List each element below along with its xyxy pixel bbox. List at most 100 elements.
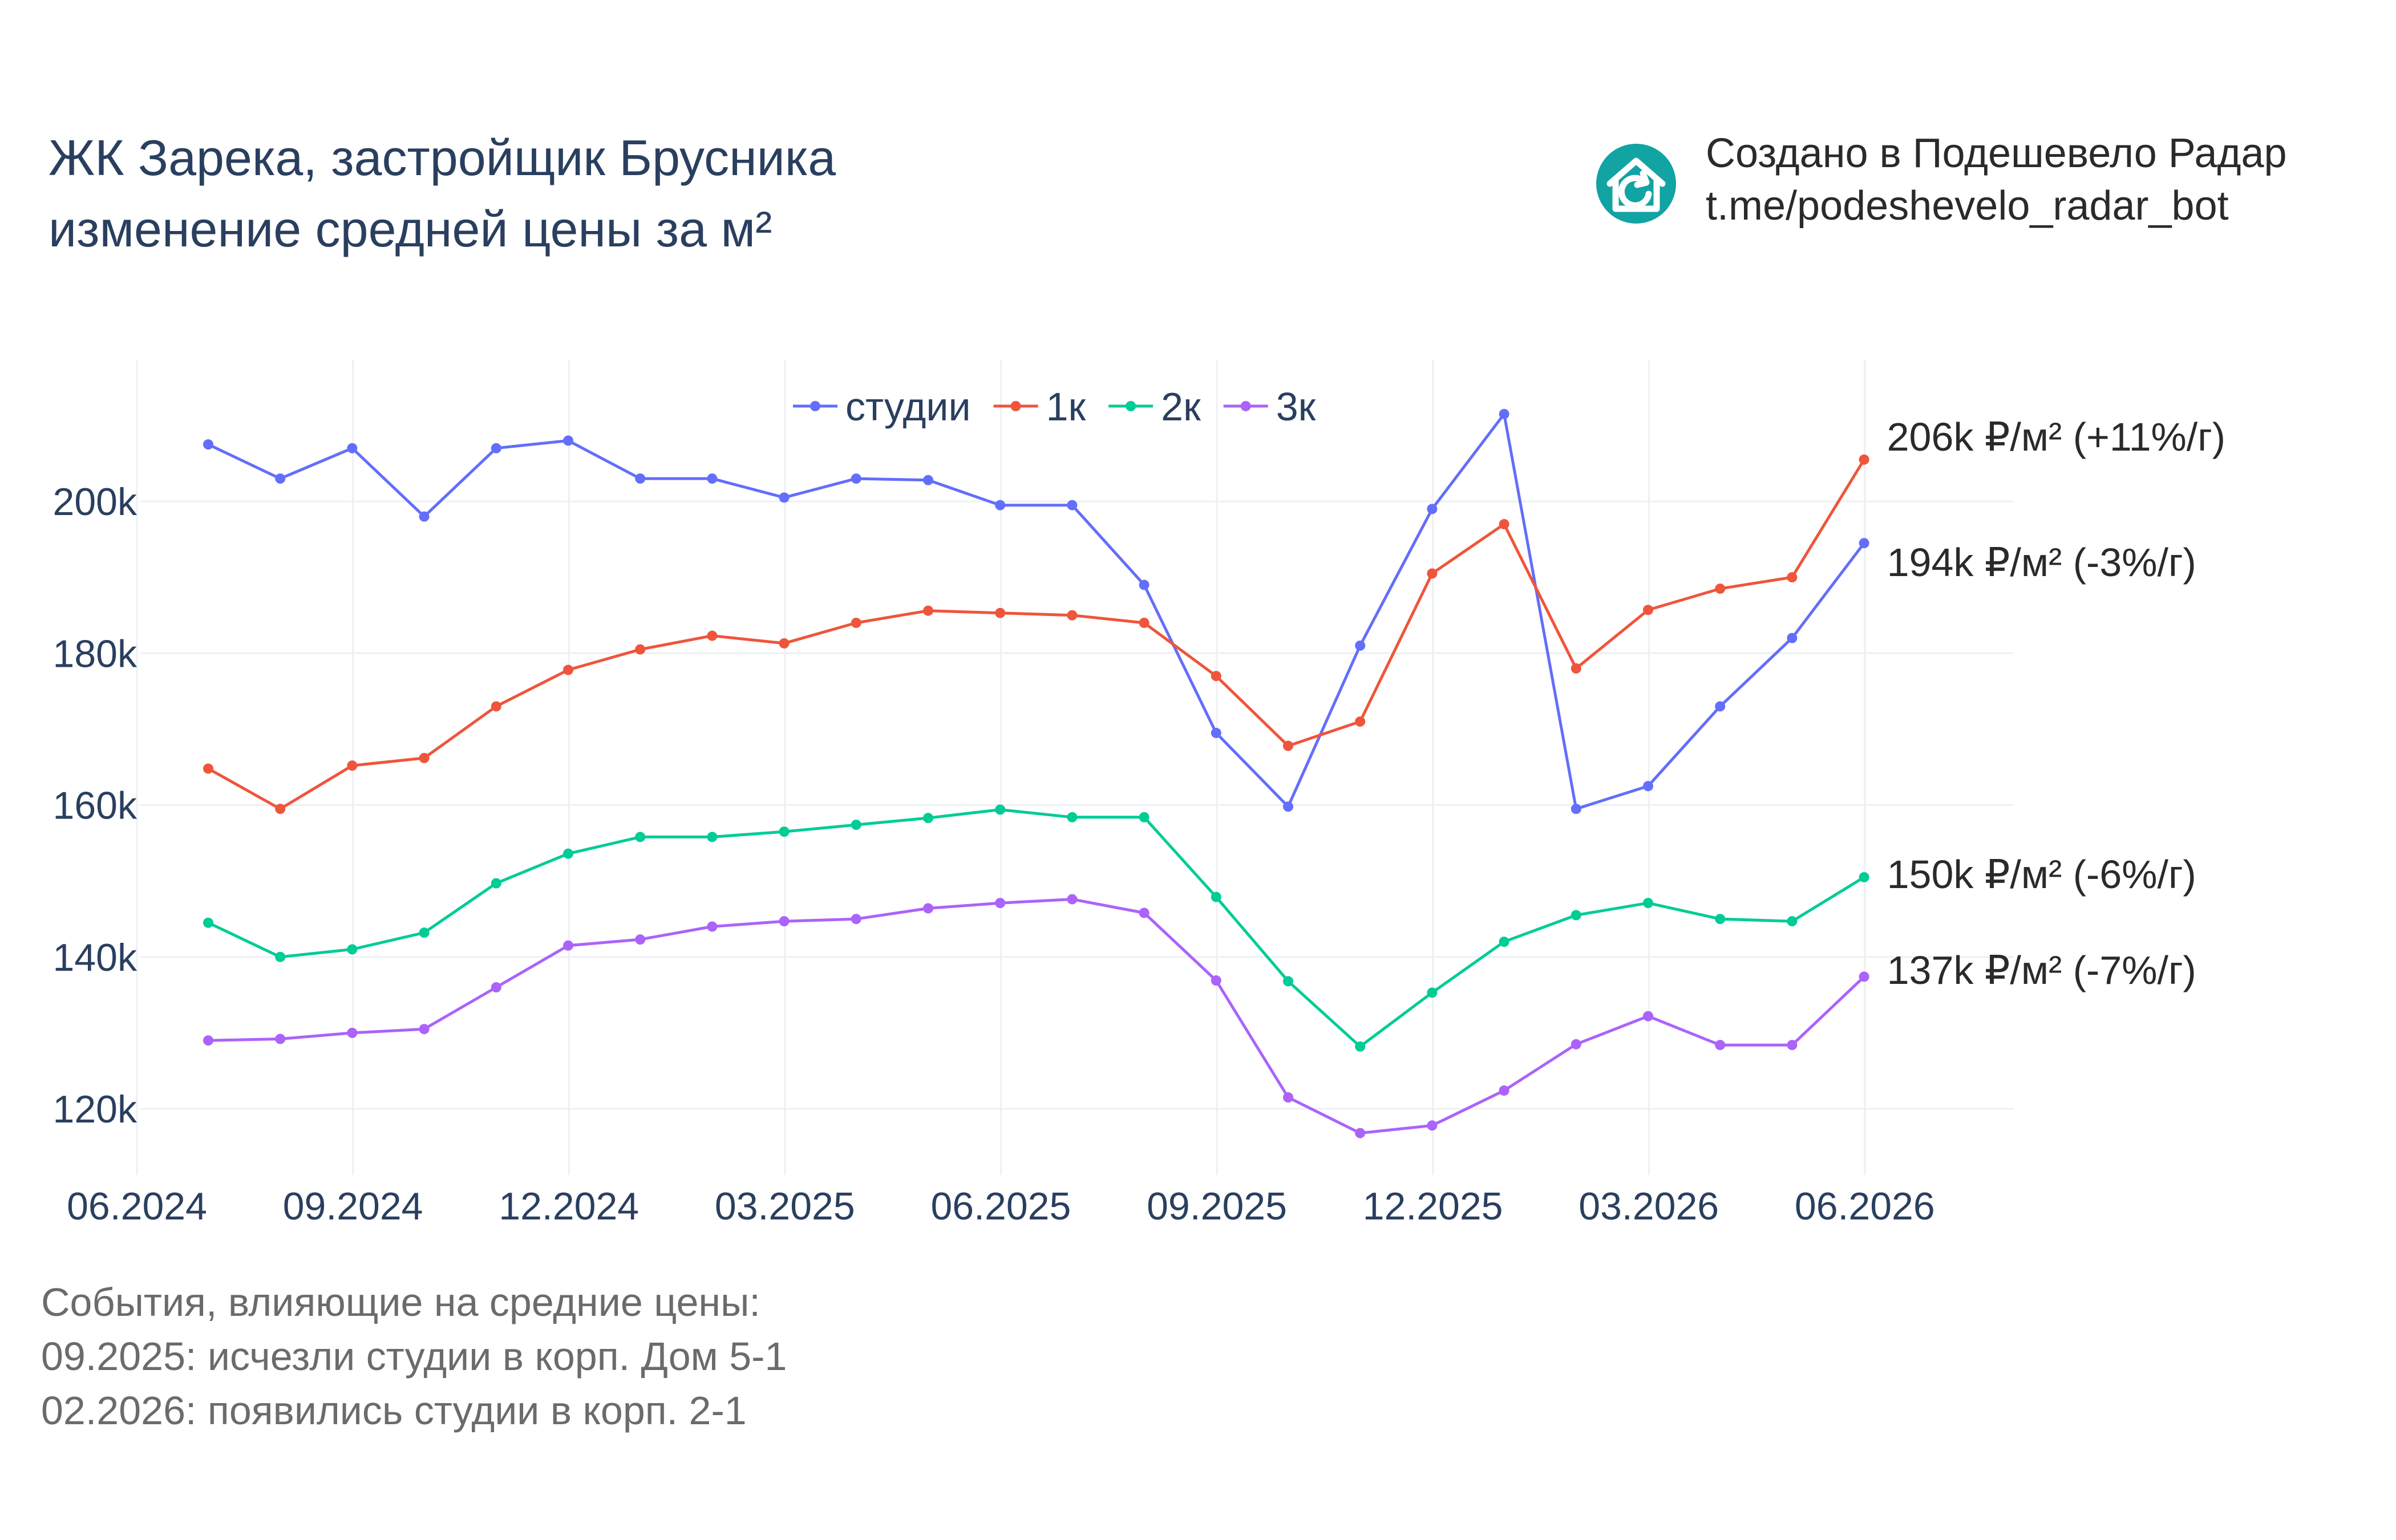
data-point [1427, 504, 1438, 514]
data-point [779, 492, 790, 503]
x-tick-label: 06.2025 [930, 1185, 1071, 1228]
data-point [419, 752, 430, 763]
data-point [1211, 671, 1221, 682]
x-tick-label: 12.2024 [499, 1185, 639, 1228]
data-point [1067, 812, 1078, 822]
data-point [419, 927, 430, 938]
series-line [207, 808, 1865, 1048]
chart-title-line2: изменение средней цены за м² [48, 201, 772, 257]
series-end-label: 137k ₽/м² (-7%/г) [1887, 948, 2196, 992]
legend-item[interactable]: 2к [1108, 384, 1201, 429]
legend-item[interactable]: 3к [1223, 384, 1316, 429]
data-point [1427, 1120, 1438, 1131]
series-end-label: 206k ₽/м² (+11%/г) [1887, 415, 2226, 459]
data-point [563, 435, 573, 446]
data-point [347, 1027, 358, 1038]
data-point [1499, 1085, 1509, 1096]
data-point [491, 443, 501, 453]
data-point [1139, 907, 1150, 918]
legend-label: студии [845, 384, 971, 429]
data-point [1499, 408, 1509, 419]
data-point [203, 917, 213, 928]
series-line [207, 459, 1865, 810]
x-tick-label: 06.2024 [67, 1185, 207, 1228]
data-point [347, 944, 358, 955]
data-point [1787, 572, 1798, 583]
data-point [1643, 898, 1653, 909]
data-point [1355, 640, 1366, 651]
data-point [1067, 610, 1078, 621]
series-end-label: 150k ₽/м² (-6%/г) [1887, 852, 2196, 897]
data-point [1499, 937, 1509, 947]
y-tick-label: 160k [53, 784, 137, 828]
data-point [1859, 971, 1869, 982]
data-point [1787, 1040, 1798, 1051]
data-point [563, 940, 573, 951]
notes-heading: События, влияющие на средние цены: [41, 1280, 760, 1324]
data-point [635, 934, 646, 945]
data-point [707, 832, 718, 842]
data-point [1283, 1092, 1293, 1103]
data-point [1643, 605, 1653, 615]
data-point [203, 1035, 213, 1046]
series-end-label: 194k ₽/м² (-3%/г) [1887, 540, 2196, 585]
data-point [1355, 716, 1366, 727]
data-point [1067, 500, 1078, 510]
legend[interactable]: студии 1к 2к 3к [793, 384, 1316, 429]
legend-swatch-marker [810, 401, 820, 411]
data-point [1211, 728, 1221, 739]
data-point [1715, 914, 1726, 925]
legend-swatch-marker [1240, 401, 1251, 411]
data-point [1859, 538, 1869, 549]
data-point [1715, 701, 1726, 712]
legend-item[interactable]: 1к [993, 384, 1086, 429]
data-point [851, 914, 861, 925]
house-refresh-icon [1606, 157, 1666, 212]
data-point [923, 813, 933, 824]
logo [1596, 144, 1676, 224]
data-point [1427, 987, 1438, 998]
data-point [1067, 894, 1078, 905]
data-point [203, 439, 213, 450]
data-point [779, 826, 790, 837]
data-point [1283, 740, 1293, 751]
legend-label: 2к [1161, 384, 1201, 429]
data-point [707, 630, 718, 641]
data-point [995, 804, 1006, 815]
legend-label: 1к [1046, 384, 1086, 429]
data-point [491, 701, 501, 712]
data-point [635, 832, 646, 842]
data-point [419, 1024, 430, 1035]
y-tick-label: 200k [53, 480, 137, 524]
data-point [851, 618, 861, 628]
x-tick-label: 03.2025 [715, 1185, 855, 1228]
series-line [208, 898, 1865, 1135]
data-point [1715, 1040, 1726, 1051]
data-point [1571, 1039, 1581, 1049]
data-point [1355, 1128, 1366, 1138]
data-point [275, 473, 286, 484]
data-point [635, 473, 646, 484]
legend-swatch-marker [1010, 401, 1021, 411]
data-point [851, 473, 861, 484]
data-point [707, 921, 718, 932]
series-3 [203, 804, 1869, 1052]
data-point [275, 951, 286, 962]
legend-item[interactable]: студии [793, 384, 971, 429]
data-point [707, 473, 718, 484]
data-point [1787, 633, 1798, 643]
x-tick-label: 06.2026 [1795, 1185, 1935, 1228]
data-point [995, 898, 1006, 909]
data-point [1139, 579, 1150, 590]
x-tick-label: 12.2025 [1363, 1185, 1503, 1228]
data-point [1643, 781, 1653, 792]
x-tick-label: 03.2026 [1579, 1185, 1719, 1228]
data-point [779, 638, 790, 649]
data-point [1571, 804, 1581, 814]
series-1 [203, 408, 1869, 814]
data-point [635, 644, 646, 655]
data-point [1643, 1011, 1653, 1022]
data-point [1283, 801, 1293, 812]
